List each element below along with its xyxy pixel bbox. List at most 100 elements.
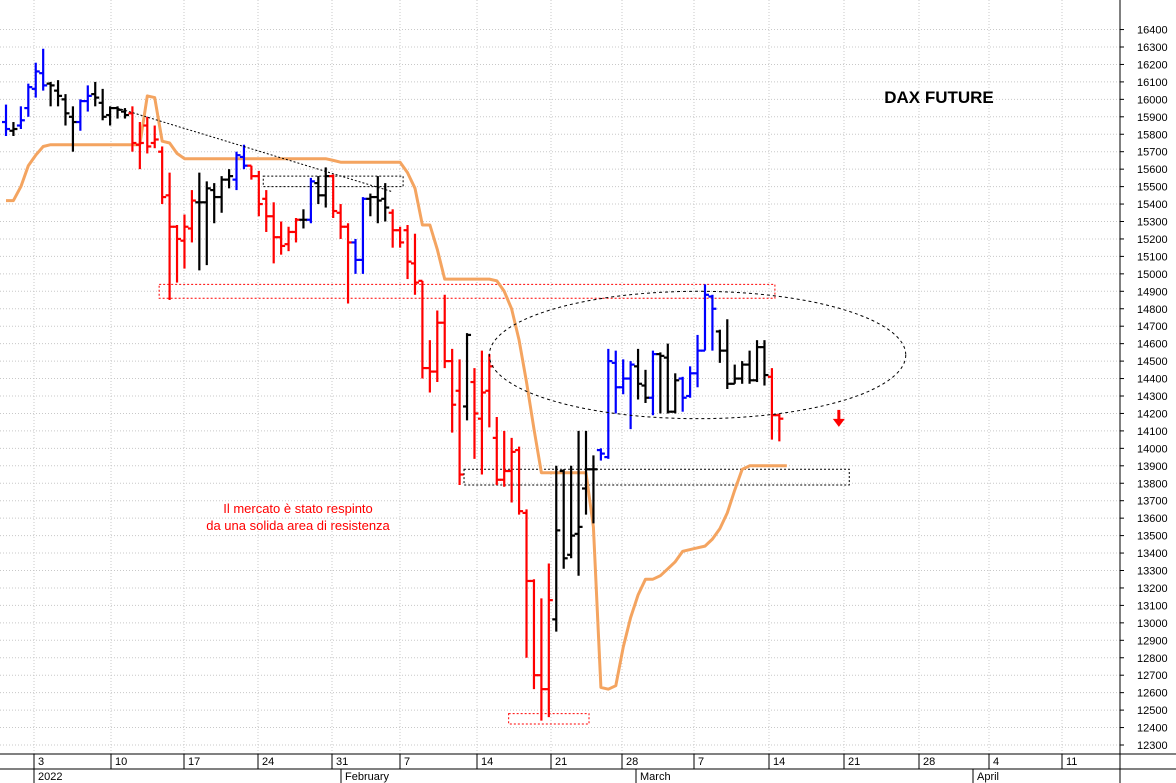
ohlc-bar-56	[418, 279, 427, 379]
ohlc-bar-43	[321, 167, 330, 208]
y-tick-label-34: 15700	[1137, 147, 1168, 159]
ohlc-bar-58	[433, 310, 442, 383]
consolidation-ellipse	[488, 290, 907, 420]
ohlc-bar-54	[403, 224, 412, 280]
ohlc-bar-59	[440, 294, 449, 369]
resistance-zone-2	[463, 468, 850, 486]
ohlc-bar-24	[180, 214, 189, 269]
ohlc-bar-26	[195, 172, 204, 271]
ohlc-bar-13	[98, 88, 107, 121]
ohlc-bar-3	[24, 83, 33, 117]
ohlc-bar-41	[306, 177, 315, 224]
ohlc-bar-89	[663, 343, 672, 414]
ohlc-bar-8	[61, 94, 70, 126]
ohlc-bar-36	[269, 202, 278, 264]
x-day-label-13: 4	[993, 756, 999, 768]
ohlc-bar-80	[596, 448, 605, 461]
y-tick-label-7: 13000	[1137, 618, 1168, 630]
grid-lines	[0, 0, 1120, 754]
ohlc-bar-29	[217, 176, 226, 213]
down-arrow-icon	[832, 409, 845, 427]
y-tick-label-1: 12400	[1137, 723, 1168, 735]
x-day-label-10: 14	[773, 756, 785, 768]
ohlc-bar-69	[515, 446, 524, 515]
x-day-label-9: 7	[698, 756, 704, 768]
ohlc-bar-57	[425, 340, 434, 393]
ohlc-bar-72	[537, 598, 546, 721]
ohlc-bar-99	[738, 361, 747, 384]
ohlc-bar-42	[314, 176, 323, 205]
ohlc-bar-28	[210, 183, 219, 224]
x-month-label-3: April	[977, 771, 999, 783]
y-tick-label-23: 14600	[1137, 339, 1168, 351]
y-tick-label-35: 15800	[1137, 129, 1168, 141]
ohlc-bar-51	[381, 183, 390, 222]
ohlc-bar-62	[463, 333, 472, 421]
ohlc-bar-52	[388, 209, 397, 248]
ohlc-bar-21	[158, 146, 167, 205]
ohlc-bar-38	[284, 226, 293, 252]
ohlc-bar-23	[173, 224, 182, 283]
ohlc-bar-14	[106, 106, 115, 126]
ohlc-bar-7	[54, 80, 63, 107]
y-tick-label-22: 14500	[1137, 356, 1168, 368]
ohlc-bar-16	[120, 108, 129, 119]
y-tick-label-9: 13200	[1137, 583, 1168, 595]
x-day-label-2: 17	[188, 756, 200, 768]
y-tick-label-13: 13600	[1137, 513, 1168, 525]
ohlc-bar-104	[775, 413, 784, 442]
y-tick-label-0: 12300	[1137, 740, 1168, 752]
y-tick-label-15: 13800	[1137, 478, 1168, 490]
ohlc-bar-48	[358, 197, 367, 274]
ohlc-bar-11	[83, 85, 92, 112]
y-tick-label-38: 16100	[1137, 77, 1168, 89]
price-bars	[2, 48, 784, 721]
x-day-label-11: 21	[848, 756, 860, 768]
ohlc-bar-34	[254, 170, 263, 217]
x-day-label-4: 31	[336, 756, 348, 768]
ohlc-bar-103	[767, 368, 776, 440]
ohlc-bar-66	[492, 416, 501, 485]
y-tick-label-24: 14700	[1137, 321, 1168, 333]
ohlc-bar-35	[262, 190, 271, 232]
x-day-label-1: 10	[115, 756, 127, 768]
y-tick-label-8: 13100	[1137, 600, 1168, 612]
y-tick-label-27: 15000	[1137, 269, 1168, 281]
ohlc-bar-44	[329, 174, 338, 219]
ohlc-bar-102	[760, 340, 769, 386]
ohlc-bar-19	[143, 116, 152, 154]
x-day-label-14: 11	[1066, 756, 1077, 768]
ohlc-bar-22	[165, 172, 174, 301]
ohlc-bar-4	[31, 62, 40, 98]
ohlc-bar-2	[16, 106, 25, 130]
y-tick-label-30: 15300	[1137, 217, 1168, 229]
x-day-label-0: 3	[38, 756, 44, 768]
ohlc-bar-39	[292, 218, 301, 243]
ohlc-bar-101	[753, 340, 762, 383]
ohlc-bar-33	[247, 164, 256, 180]
x-day-label-6: 14	[481, 756, 493, 768]
x-day-label-5: 7	[404, 756, 410, 768]
y-tick-label-31: 15400	[1137, 199, 1168, 211]
ohlc-bar-93	[693, 334, 702, 388]
ohlc-bar-27	[202, 181, 211, 266]
ohlc-bar-18	[135, 122, 144, 170]
y-tick-label-6: 12900	[1137, 635, 1168, 647]
ohlc-bar-9	[68, 106, 77, 152]
ohlc-bar-50	[373, 176, 382, 224]
ohlc-bar-67	[500, 430, 509, 487]
ohlc-bar-47	[351, 238, 360, 274]
ohlc-bar-81	[604, 348, 613, 459]
ohlc-bar-71	[529, 579, 538, 690]
ohlc-bar-32	[239, 144, 248, 170]
ohlc-bar-63	[470, 368, 479, 459]
ohlc-bar-100	[745, 350, 754, 384]
ohlc-bar-98	[730, 364, 739, 385]
y-tick-label-32: 15500	[1137, 182, 1168, 194]
ohlc-bar-79	[589, 455, 598, 524]
y-tick-label-29: 15200	[1137, 234, 1168, 246]
y-tick-label-25: 14800	[1137, 304, 1168, 316]
ohlc-bar-31	[232, 151, 241, 191]
